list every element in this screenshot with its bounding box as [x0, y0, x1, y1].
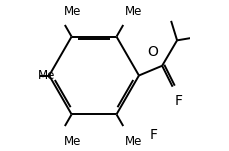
Text: Me: Me	[38, 69, 55, 82]
Text: Me: Me	[64, 135, 81, 148]
Text: Me: Me	[64, 5, 81, 18]
Text: Me: Me	[124, 5, 142, 18]
Text: F: F	[174, 94, 182, 108]
Text: O: O	[147, 45, 158, 59]
Text: Me: Me	[124, 135, 142, 148]
Text: F: F	[149, 128, 157, 142]
